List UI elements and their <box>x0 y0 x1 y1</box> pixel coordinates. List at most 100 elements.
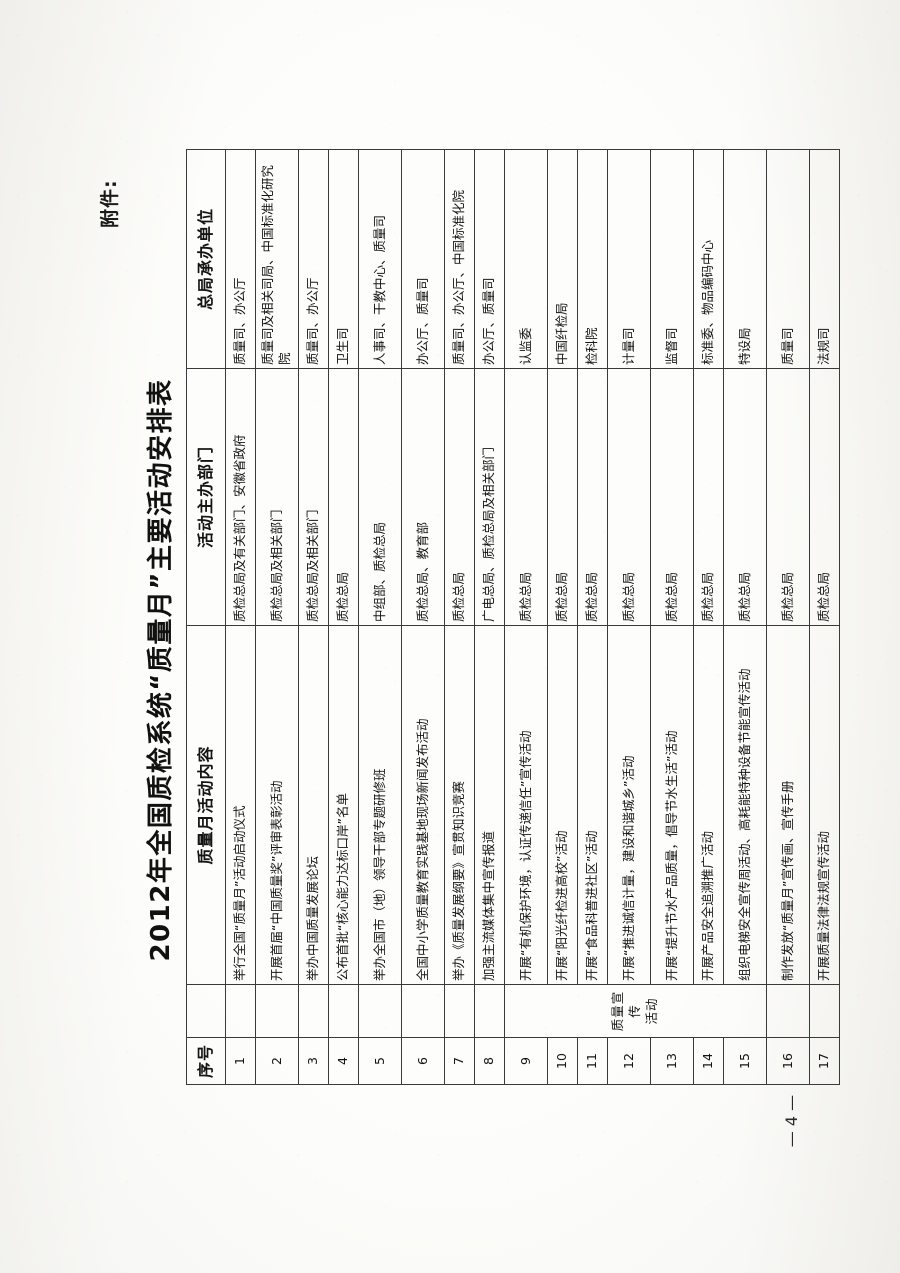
cell-host-department: 广电总局、质检总局及相关部门 <box>474 368 505 626</box>
table-row: 5 举办全国市（地）领导干部专题研修班 中组部、质检总局 人事司、干教中心、质量司 <box>358 149 402 1085</box>
cell-organizing-unit: 质量司及相关司局、中国标准化研究院 <box>255 149 299 369</box>
cell-group-label: 质量宣传 活动 <box>504 984 767 1038</box>
cell-host-department: 中组部、质检总局 <box>358 368 402 626</box>
cell-activity-content: 开展“提升节水产品质量，倡导节水生活”活动 <box>650 625 694 985</box>
cell-group-empty <box>444 984 475 1038</box>
cell-activity-content: 开展产品安全追溯推广活动 <box>693 625 724 985</box>
cell-group-empty <box>474 984 505 1038</box>
cell-host-department: 质检总局 <box>723 368 767 626</box>
cell-organizing-unit: 中国纤检局 <box>547 149 578 369</box>
header-seq: 序号 <box>186 1037 226 1085</box>
table-row: 9 质量宣传 活动 开展“有机保护环境，认证传递信任”宣传活动 质检总局 认监委 <box>504 149 767 1085</box>
table-row: 15 组织电梯安全宣传周活动、高耗能特种设备节能宣传活动 质检总局 特设局 <box>723 149 767 1085</box>
cell-host-department: 质检总局 <box>809 368 840 626</box>
table-row: 7 举办《质量发展纲要》宣贯知识竞赛 质检总局 质量司、办公厅、中国标准化院 <box>444 149 475 1085</box>
table-row: 10 开展“阳光纤检进高校”活动 质检总局 中国纤检局 <box>547 149 578 1085</box>
cell-seq: 2 <box>255 1037 299 1085</box>
table-row: 3 举办中国质量发展论坛 质检总局及相关部门 质量司、办公厅 <box>298 149 329 1085</box>
cell-group-empty <box>401 984 445 1038</box>
cell-host-department: 质检总局 <box>547 368 578 626</box>
cell-group-empty <box>358 984 402 1038</box>
cell-seq: 16 <box>766 1037 810 1085</box>
table-row: 2 开展首届“中国质量奖”评审表彰活动 质检总局及相关部门 质量司及相关司局、中国标准… <box>255 149 299 1085</box>
cell-host-department: 质检总局 <box>693 368 724 626</box>
table-row: 14 开展产品安全追溯推广活动 质检总局 标准委、物品编码中心 <box>693 149 724 1085</box>
table-row: 6 全国中小学质量教育实践基地现场新闻发布活动 质检总局、教育部 办公厅、质量司 <box>401 149 445 1085</box>
cell-seq: 5 <box>358 1037 402 1085</box>
cell-seq: 3 <box>298 1037 329 1085</box>
table-row: 13 开展“提升节水产品质量，倡导节水生活”活动 质检总局 监督司 <box>650 149 694 1085</box>
table-header: 序号 质量月活动内容 活动主办部门 总局承办单位 <box>186 149 226 1085</box>
cell-activity-content: 开展质量法律法规宣传活动 <box>809 625 840 985</box>
cell-organizing-unit: 人事司、干教中心、质量司 <box>358 149 402 369</box>
cell-host-department: 质检总局 <box>766 368 810 626</box>
cell-activity-content: 开展“阳光纤检进高校”活动 <box>547 625 578 985</box>
cell-seq: 4 <box>328 1037 359 1085</box>
cell-activity-content: 举办《质量发展纲要》宣贯知识竞赛 <box>444 625 475 985</box>
table-row: 1 举行全国“质量月”活动启动仪式 质检总局及有关部门、安徽省政府 质量司、办公厅 <box>225 149 256 1085</box>
cell-activity-content: 开展“食品科普进社区”活动 <box>577 625 608 985</box>
header-unit: 总局承办单位 <box>186 149 226 369</box>
cell-seq: 15 <box>723 1037 767 1085</box>
cell-activity-content: 公布首批“核心能力达标口岸”名单 <box>328 625 359 985</box>
table-row: 11 开展“食品科普进社区”活动 质检总局 检科院 <box>577 149 608 1085</box>
cell-group-empty <box>809 984 840 1038</box>
cell-host-department: 质检总局 <box>444 368 475 626</box>
cell-organizing-unit: 质量司、办公厅 <box>298 149 329 369</box>
table-row: 17 开展质量法律法规宣传活动 质检总局 法规司 <box>809 149 840 1085</box>
cell-activity-content: 加强主流媒体集中宣传报道 <box>474 625 505 985</box>
cell-host-department: 质检总局及相关部门 <box>255 368 299 626</box>
cell-host-department: 质检总局 <box>328 368 359 626</box>
header-host: 活动主办部门 <box>186 368 226 626</box>
page-title: 2012年全国质检系统“质量月”主要活动安排表 <box>146 378 176 962</box>
cell-seq: 8 <box>474 1037 505 1085</box>
cell-seq: 17 <box>809 1037 840 1085</box>
cell-seq: 10 <box>547 1037 578 1085</box>
cell-organizing-unit: 质量司、办公厅、中国标准化院 <box>444 149 475 369</box>
cell-host-department: 质检总局 <box>577 368 608 626</box>
cell-seq: 14 <box>693 1037 724 1085</box>
cell-seq: 9 <box>504 1037 548 1085</box>
cell-organizing-unit: 法规司 <box>809 149 840 369</box>
cell-group-empty <box>225 984 256 1038</box>
table-row: 12 开展“推进诚信计量，建设和谐城乡”活动 质检总局 计量司 <box>607 149 651 1085</box>
cell-organizing-unit: 监督司 <box>650 149 694 369</box>
cell-organizing-unit: 办公厅、质量司 <box>401 149 445 369</box>
cell-organizing-unit: 办公厅、质量司 <box>474 149 505 369</box>
attachment-label: 附件: <box>99 179 121 228</box>
group-label-line1: 质量宣传 <box>610 990 643 1032</box>
cell-seq: 13 <box>650 1037 694 1085</box>
cell-activity-content: 开展首届“中国质量奖”评审表彰活动 <box>255 625 299 985</box>
cell-seq: 1 <box>225 1037 256 1085</box>
cell-host-department: 质检总局 <box>607 368 651 626</box>
cell-organizing-unit: 特设局 <box>723 149 767 369</box>
table-row: 4 公布首批“核心能力达标口岸”名单 质检总局 卫生司 <box>328 149 359 1085</box>
cell-organizing-unit: 卫生司 <box>328 149 359 369</box>
cell-organizing-unit: 质量司 <box>766 149 810 369</box>
cell-organizing-unit: 质量司、办公厅 <box>225 149 256 369</box>
cell-host-department: 质检总局 <box>650 368 694 626</box>
table-body: 1 举行全国“质量月”活动启动仪式 质检总局及有关部门、安徽省政府 质量司、办公厅 2 开… <box>225 149 840 1085</box>
cell-activity-content: 举办全国市（地）领导干部专题研修班 <box>358 625 402 985</box>
cell-activity-content: 举行全国“质量月”活动启动仪式 <box>225 625 256 985</box>
cell-group-empty <box>255 984 299 1038</box>
activity-schedule-table: 序号 质量月活动内容 活动主办部门 总局承办单位 1 举行全国“质量月”活动启动仪… <box>186 149 840 1085</box>
header-content: 质量月活动内容 <box>186 625 226 985</box>
cell-seq: 12 <box>607 1037 651 1085</box>
cell-organizing-unit: 计量司 <box>607 149 651 369</box>
cell-organizing-unit: 标准委、物品编码中心 <box>693 149 724 369</box>
cell-group-empty <box>766 984 810 1038</box>
cell-host-department: 质检总局及相关部门 <box>298 368 329 626</box>
group-label-line2: 活动 <box>643 997 659 1025</box>
cell-organizing-unit: 认监委 <box>504 149 548 369</box>
cell-seq: 11 <box>577 1037 608 1085</box>
table-row: 8 加强主流媒体集中宣传报道 广电总局、质检总局及相关部门 办公厅、质量司 <box>474 149 505 1085</box>
cell-host-department: 质检总局及有关部门、安徽省政府 <box>225 368 256 626</box>
cell-activity-content: 开展“推进诚信计量，建设和谐城乡”活动 <box>607 625 651 985</box>
cell-organizing-unit: 检科院 <box>577 149 608 369</box>
cell-activity-content: 举办中国质量发展论坛 <box>298 625 329 985</box>
cell-activity-content: 开展“有机保护环境，认证传递信任”宣传活动 <box>504 625 548 985</box>
cell-seq: 6 <box>401 1037 445 1085</box>
cell-activity-content: 组织电梯安全宣传周活动、高耗能特种设备节能宣传活动 <box>723 625 767 985</box>
